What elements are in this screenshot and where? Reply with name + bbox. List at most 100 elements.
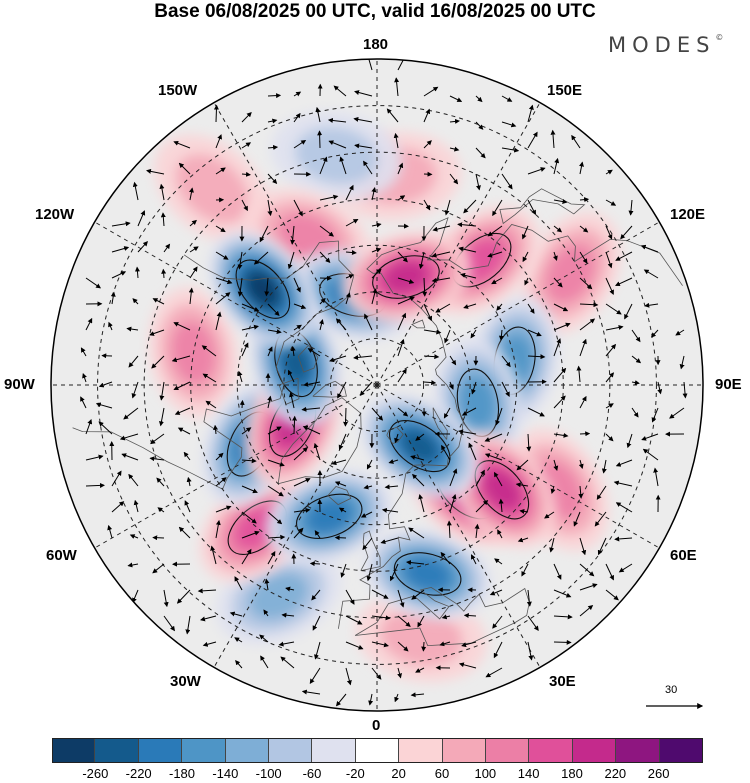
wind-vector: [293, 527, 304, 539]
wind-vector: [527, 303, 535, 314]
wind-vector: [158, 407, 165, 427]
wind-vector: [197, 588, 217, 594]
wind-vector: [137, 241, 148, 253]
wind-vector: [553, 563, 562, 580]
wind-vector: [213, 104, 219, 123]
wind-vector: [121, 453, 139, 461]
wind-vector: [173, 322, 191, 331]
wind-vector: [293, 199, 303, 217]
wind-vector: [364, 313, 373, 331]
wind-vector: [527, 199, 536, 216]
wind-vector: [287, 251, 295, 270]
colorbar-swatch: [616, 738, 660, 762]
wind-vector: [371, 247, 382, 253]
coastline: [327, 486, 352, 506]
wind-vector: [189, 266, 198, 279]
wind-vector: [303, 381, 321, 387]
wind-vector: [393, 132, 399, 149]
colorbar-tick-label: -260: [82, 766, 109, 781]
wind-vector: [501, 173, 513, 190]
wind-vector: [461, 407, 477, 416]
wind-vector: [241, 111, 252, 123]
wind-vector: [449, 355, 457, 366]
wind-vector: [501, 95, 513, 102]
wind-vector: [80, 396, 87, 409]
wind-vector: [631, 380, 640, 386]
wind-vector: [397, 407, 409, 417]
wind-vector: [527, 354, 546, 360]
wind-vector: [613, 480, 633, 487]
wind-vector: [215, 452, 224, 461]
wind-vector: [397, 338, 405, 357]
wind-vector: [475, 147, 486, 159]
wind-vector: [410, 455, 425, 461]
wind-vector: [624, 303, 633, 320]
colorbar-frame: [52, 738, 703, 763]
wind-vector: [285, 586, 295, 592]
wind-vector: [267, 459, 285, 467]
wind-vector: [615, 459, 633, 467]
wind-vector: [519, 508, 529, 514]
wind-vector: [111, 470, 122, 487]
wind-vector: [553, 157, 560, 175]
wind-vector: [549, 537, 555, 553]
wind-vector: [293, 303, 307, 310]
wind-vector: [527, 104, 534, 123]
wind-vector: [389, 563, 399, 582]
wind-vector: [463, 613, 477, 619]
wind-vector: [579, 338, 587, 357]
wind-vector: [80, 347, 87, 357]
wind-vector: [319, 297, 326, 305]
wind-vector: [653, 467, 659, 487]
colorbar-swatch: [486, 738, 530, 762]
wind-vector: [526, 589, 532, 607]
wind-vector: [631, 355, 642, 364]
latitude-circle: [97, 105, 657, 665]
negative-anomaly: [265, 469, 394, 564]
wind-vector: [394, 693, 399, 703]
wind-vector: [579, 225, 589, 233]
wind-vector: [215, 277, 233, 285]
wind-vector: [290, 225, 296, 245]
meridian-line: [376, 221, 660, 386]
negative-anomaly: [250, 298, 342, 429]
wind-vector: [579, 583, 598, 591]
wind-vector: [178, 526, 191, 539]
wind-vector: [470, 329, 477, 339]
wind-vector: [605, 251, 613, 269]
wind-vector: [371, 187, 377, 201]
wind-vector: [579, 537, 587, 556]
colorbar-swatch: [399, 738, 443, 762]
wind-vector: [468, 442, 477, 461]
wind-vector: [241, 485, 258, 494]
wind-vector: [449, 468, 458, 487]
wind-vector: [441, 614, 451, 620]
wind-vector: [338, 507, 347, 513]
wind-vector: [553, 277, 563, 288]
wind-vector: [461, 641, 477, 648]
wind-vector: [309, 561, 321, 567]
wind-vector: [423, 354, 440, 360]
wind-vector: [423, 329, 442, 335]
meridian-line: [376, 384, 541, 668]
wind-vector: [215, 292, 231, 305]
wind-vector: [157, 507, 165, 513]
wind-vector: [553, 199, 568, 204]
wind-vector: [152, 535, 165, 541]
wind-vector: [579, 395, 587, 409]
wind-vector: [189, 219, 197, 227]
latitude-circle: [329, 337, 425, 433]
wind-vector: [527, 641, 534, 661]
wind-vector: [241, 511, 257, 524]
positive-anomaly: [154, 134, 271, 243]
wind-vector: [463, 199, 477, 214]
wind-vector: [156, 477, 165, 487]
wind-vector: [340, 563, 347, 578]
wind-vector: [108, 321, 113, 331]
wind-vector: [553, 459, 559, 471]
colorbar-tick-label: -100: [255, 766, 282, 781]
wind-vector: [264, 277, 270, 297]
wind-vector: [679, 355, 685, 370]
wind-vector: [267, 173, 278, 185]
wind-vector: [475, 173, 481, 191]
